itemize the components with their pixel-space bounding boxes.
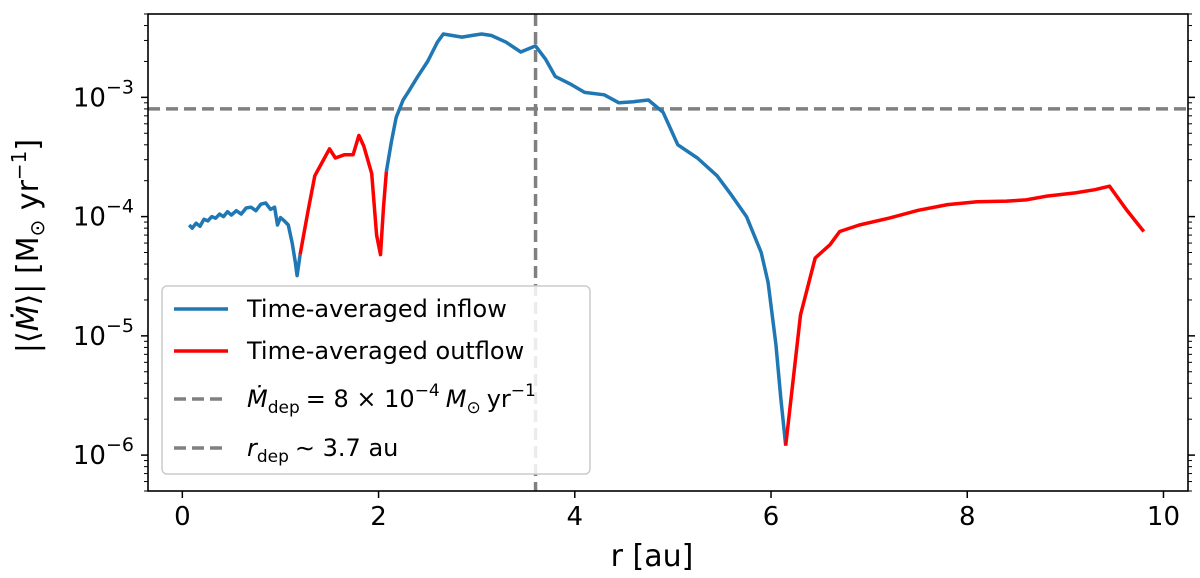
legend-outflow-label: Time-averaged outflow: [246, 337, 524, 365]
data-series: [187, 32, 1146, 446]
x-axis-ticks: 0 2 4 6 8 10: [174, 491, 1180, 532]
x-tick-label: 10: [1147, 502, 1180, 532]
x-axis-label: r [au]: [611, 539, 694, 574]
x-tick-label: 2: [370, 502, 387, 532]
legend-box: [161, 285, 591, 475]
y-tick-label: 10−3: [73, 76, 134, 113]
legend: Time-averaged inflow Time-averaged outfl…: [161, 285, 591, 475]
outflow-series-line: [298, 133, 389, 257]
x-tick-label: 8: [959, 502, 976, 532]
y-axis-ticks: 10−3 10−4 10−5 10−6: [73, 13, 1195, 492]
inflow-series-line: [187, 201, 302, 278]
legend-rdep-label: rdep ∼ 3.7 au: [247, 434, 398, 467]
x-tick-label: 4: [567, 502, 584, 532]
y-tick-label: 10−5: [73, 315, 134, 352]
y-tick-label: 10−4: [73, 196, 134, 233]
y-axis-label: |⟨Ṁ⟩| [M⊙ yr−1]: [7, 139, 49, 353]
legend-inflow-label: Time-averaged inflow: [246, 295, 507, 323]
legend-mdot-label: Ṁdep = 8 × 10−4 M⊙ yr−1: [247, 381, 536, 418]
x-tick-label: 0: [174, 502, 191, 532]
inflow-series-line: [384, 32, 788, 446]
x-tick-label: 6: [763, 502, 780, 532]
y-tick-label: 10−6: [73, 434, 134, 471]
outflow-series-line: [783, 184, 1146, 446]
